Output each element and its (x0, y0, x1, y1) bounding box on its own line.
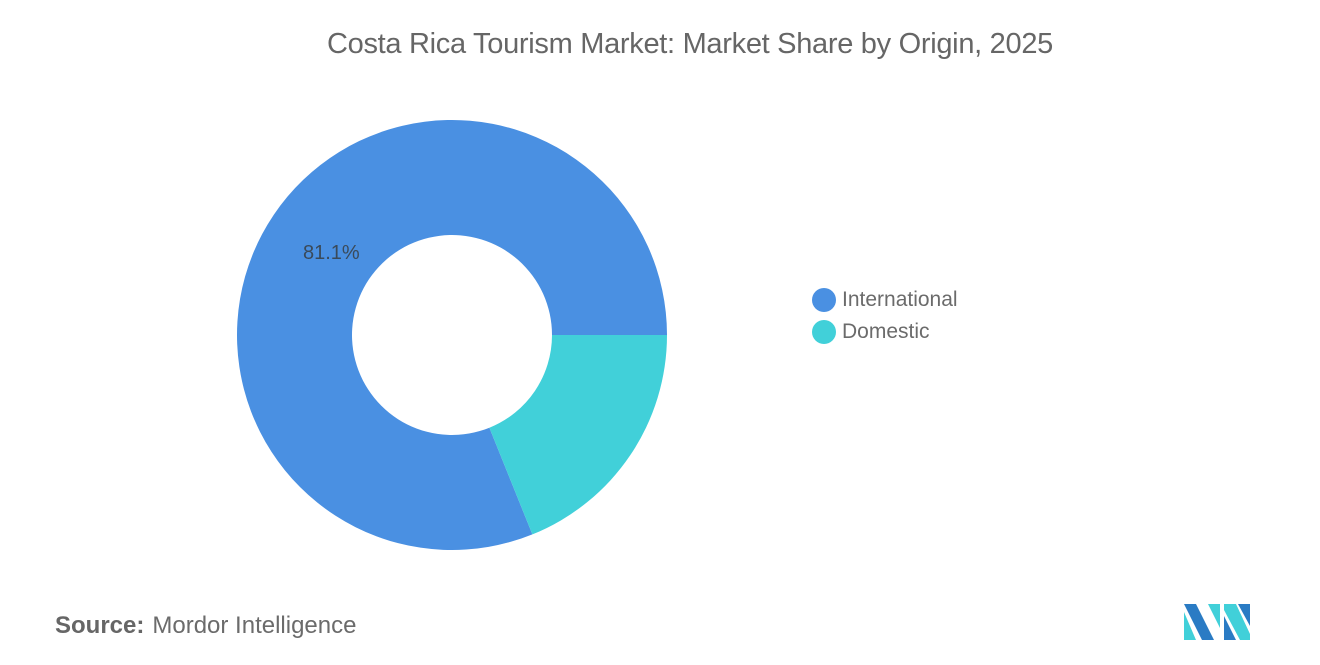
chart-title: Costa Rica Tourism Market: Market Share … (327, 28, 1053, 60)
legend-item-international: International (812, 284, 958, 316)
legend: International Domestic (812, 284, 958, 348)
legend-dot-icon (812, 288, 836, 312)
slice-domestic (489, 335, 667, 535)
legend-item-domestic: Domestic (812, 316, 958, 348)
source-note: Source: Mordor Intelligence (55, 612, 356, 640)
source-text: Mordor Intelligence (152, 612, 357, 639)
mordor-intelligence-logo-icon (1184, 604, 1250, 640)
slice-label-international: 81.1% (303, 242, 360, 264)
slice-international (237, 119, 667, 550)
source-prefix: Source: (55, 612, 145, 639)
legend-dot-icon (812, 320, 836, 344)
